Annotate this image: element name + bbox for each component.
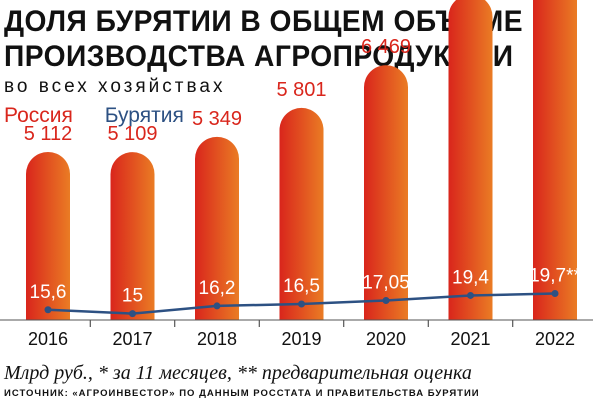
bar-group — [26, 0, 577, 320]
footnote: Млрд руб., * за 11 месяцев, ** предварит… — [4, 362, 472, 384]
legend: Россия Бурятия — [4, 104, 210, 128]
x-tick-label-2018: 2018 — [197, 329, 237, 349]
bar-2018 — [195, 136, 240, 320]
legend-item-russia: Россия — [4, 104, 73, 127]
bar-2016 — [26, 151, 70, 320]
bar-2022 — [533, 0, 577, 320]
x-axis: 2016 2017 2018 2019 2020 2021 2022 — [0, 319, 593, 349]
bar-2019 — [279, 107, 324, 320]
line-value-label-2020: 17,05 — [362, 272, 410, 293]
x-tick-label-2021: 2021 — [450, 329, 490, 349]
bar-2017 — [110, 152, 155, 320]
line-value-label-2017: 15 — [122, 286, 143, 307]
chart-title-line-2: ПРОИЗВОДСТВА АГРОПРОДУКЦИИ — [4, 40, 514, 73]
line-group — [44, 290, 559, 318]
line-point-2017 — [129, 310, 136, 318]
chart-title-line-1: ДОЛЯ БУРЯТИИ В ОБЩЕМ ОБЪЕМЕ — [4, 5, 524, 38]
line-point-2021 — [467, 291, 474, 299]
line-value-label-2019: 16,5 — [283, 276, 320, 297]
line-point-2022 — [551, 290, 559, 298]
line-point-2020 — [382, 296, 390, 304]
chart-title: ДОЛЯ БУРЯТИИ В ОБЩЕМ ОБЪЕМЕ ПРОИЗВОДСТВА… — [4, 4, 523, 74]
bar-value-label-2018: 5 349 — [192, 108, 242, 130]
bar-value-label-2016: 5 112 — [24, 123, 73, 145]
source-note: ИСТОЧНИК: «АГРОИНВЕСТОР» ПО ДАННЫМ РОССТ… — [4, 388, 480, 399]
x-tick-label-2020: 2020 — [366, 329, 406, 349]
x-tick-label-2022: 2022 — [535, 329, 575, 349]
chart-subtitle: во всех хозяйствах — [4, 76, 226, 97]
bar-value-label-2017: 5 109 — [107, 123, 157, 145]
bar-value-label-2020: 6 469 — [361, 36, 411, 58]
bar-2020 — [364, 65, 408, 320]
line-point-2016 — [44, 306, 52, 314]
bar-value-label-2019: 5 801 — [276, 79, 326, 101]
bar-2021 — [448, 0, 493, 320]
x-tick-label-2016: 2016 — [28, 329, 68, 349]
line-value-label-2021: 19,4 — [452, 267, 489, 288]
x-tick-label-2019: 2019 — [281, 329, 321, 349]
legend-item-buryatia: Бурятия — [104, 104, 184, 127]
x-tick-label-2017: 2017 — [112, 329, 152, 349]
line-value-label-2022: 19,7** — [529, 266, 581, 287]
line-value-label-2018: 16,2 — [199, 278, 236, 299]
line-value-label-2016: 15,6 — [30, 282, 67, 303]
line-point-2018 — [213, 302, 221, 310]
line-point-2019 — [298, 300, 305, 308]
